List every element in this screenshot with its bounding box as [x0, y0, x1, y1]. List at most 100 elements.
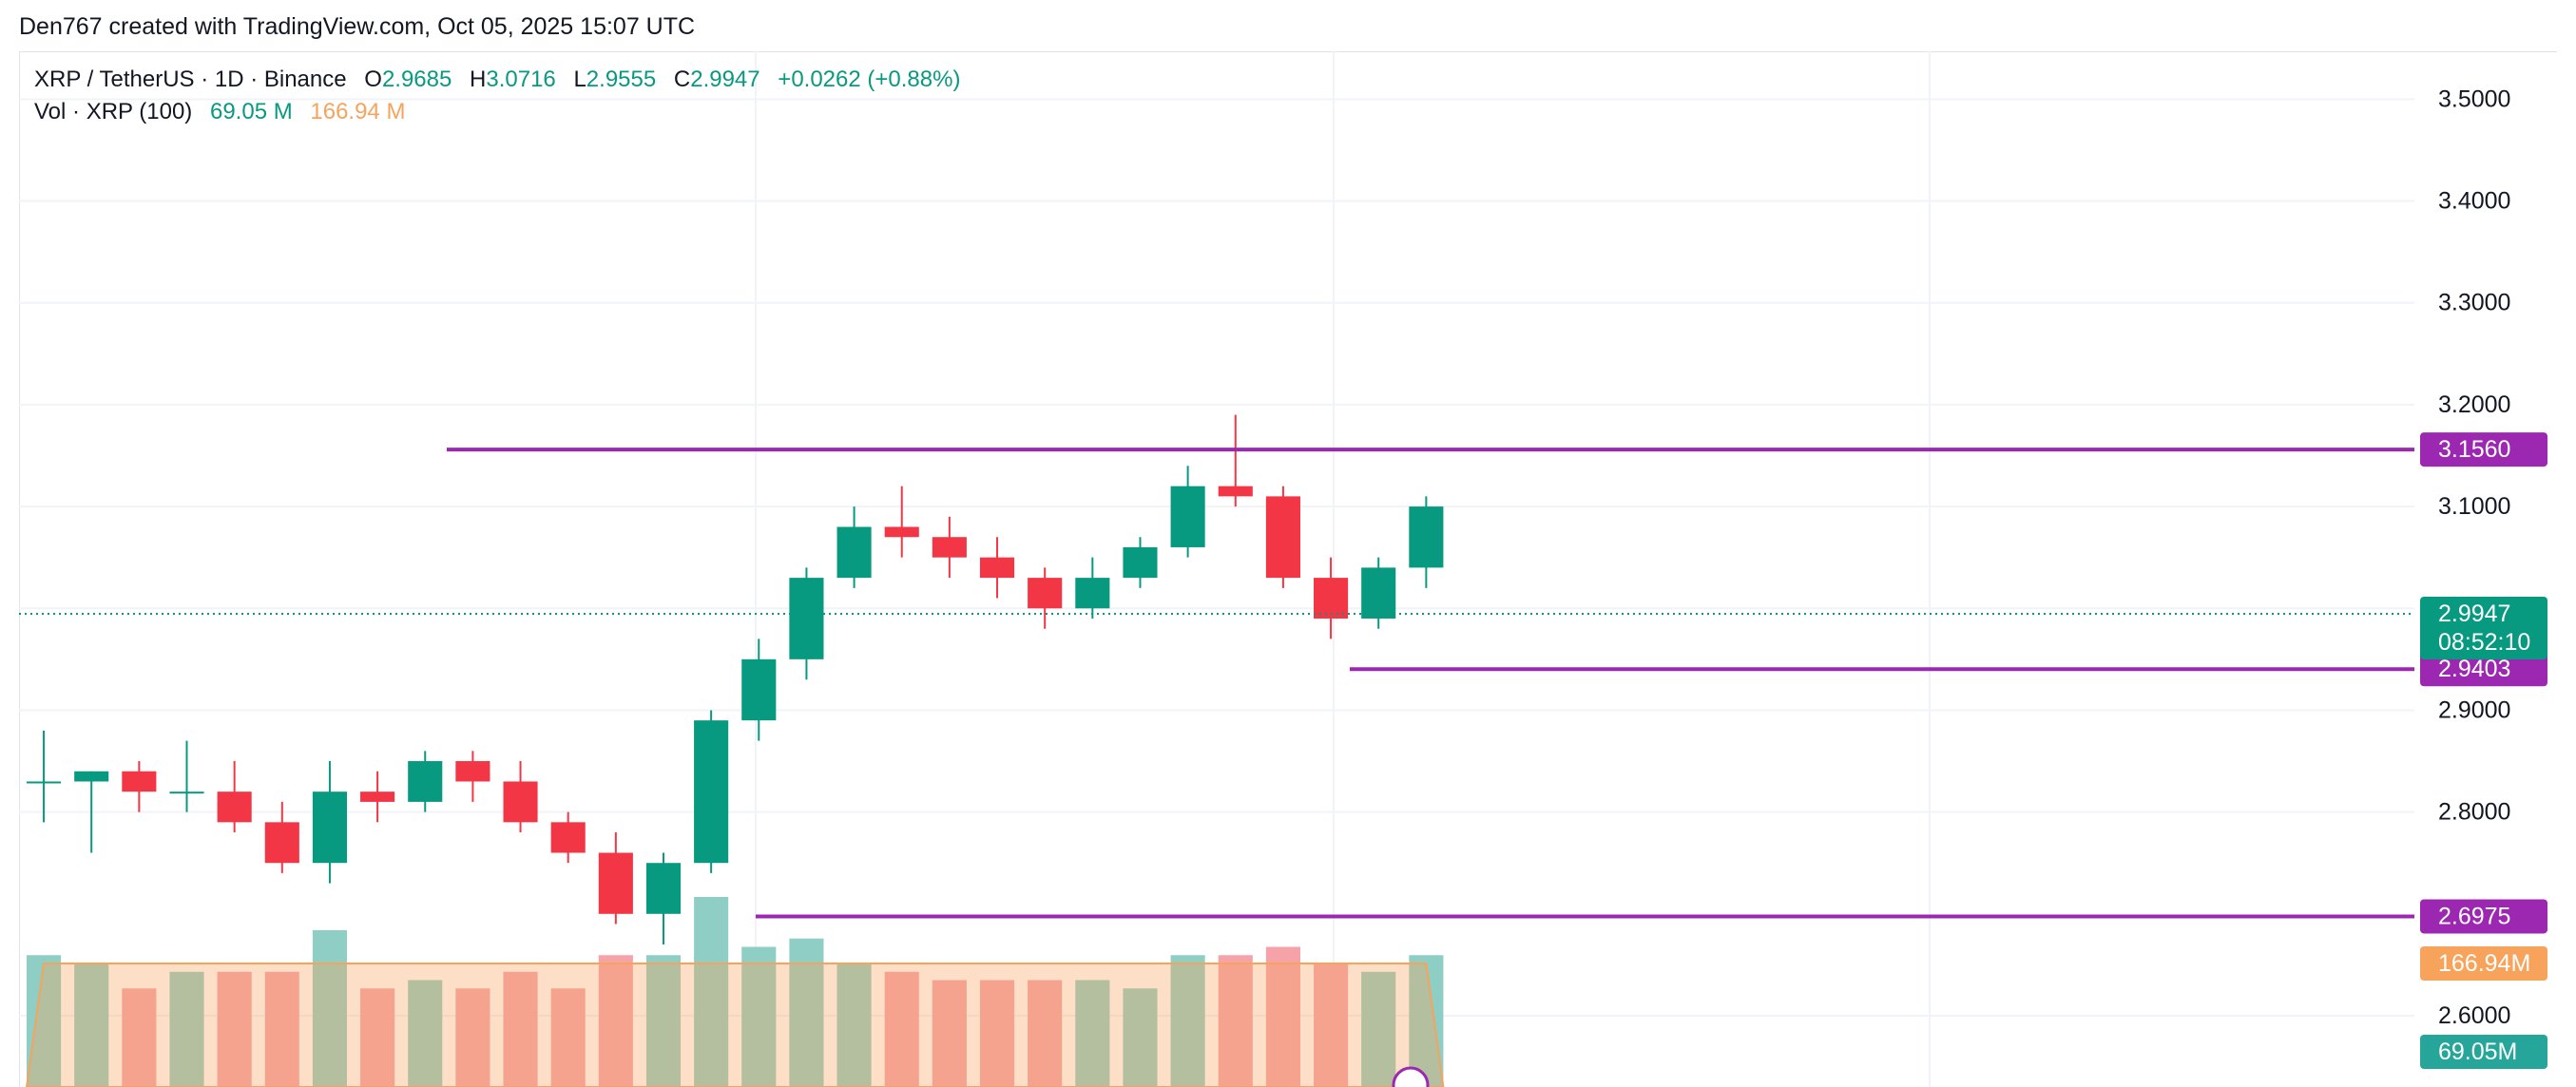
candle-body [1361, 567, 1396, 619]
candle-body [122, 771, 157, 792]
candle-body [1075, 578, 1110, 609]
open-label: O [364, 67, 382, 92]
candle-body [217, 791, 252, 823]
volume-legend[interactable]: Vol · XRP (100) 69.05 M 166.94 M [34, 99, 405, 125]
candle-body [264, 822, 299, 864]
replay-icon[interactable] [1392, 1066, 1430, 1087]
volume-bar [1123, 988, 1158, 1087]
volume-bar [27, 955, 62, 1087]
y-tick-label: 2.9000 [2438, 696, 2510, 723]
volume-ma-value: 166.94 M [310, 99, 406, 124]
candle-body [645, 863, 682, 914]
open-value: 2.9685 [381, 67, 452, 92]
volume-bar [408, 980, 443, 1087]
volume-bar [122, 988, 157, 1087]
close-label: C [673, 67, 691, 92]
candle-body [1314, 578, 1349, 619]
candle-body [312, 791, 347, 864]
volume-bar [741, 946, 777, 1087]
candle-body [550, 822, 586, 853]
candle-body [408, 761, 443, 802]
close-value: 2.9947 [690, 67, 760, 92]
volume-bar [1218, 955, 1253, 1087]
level-badge-text: 2.6975 [2438, 903, 2510, 929]
high-label: H [470, 67, 487, 92]
y-tick-label: 2.6000 [2438, 1002, 2510, 1029]
change-value: +0.0262 (+0.88%) [778, 67, 961, 92]
volume-bar [169, 971, 204, 1087]
volume-bar [74, 963, 109, 1087]
symbol-name: XRP / TetherUS · 1D · Binance [34, 67, 347, 92]
last-price-badge-text: 2.9947 [2438, 601, 2510, 627]
volume-ma-area [25, 963, 1445, 1087]
volume-bar [598, 955, 633, 1087]
high-value: 3.0716 [486, 67, 556, 92]
candle-body [741, 658, 777, 721]
volume-bar [550, 988, 586, 1087]
candle-body [1028, 578, 1063, 609]
candle-body [789, 578, 824, 659]
candle-body [1218, 486, 1253, 497]
candle-body [503, 781, 538, 823]
y-tick-label: 3.5000 [2438, 86, 2510, 112]
volume-ma-badge [2420, 946, 2547, 981]
low-label: L [573, 67, 586, 92]
volume-bar [1170, 955, 1205, 1087]
volume-badge-text: 69.05M [2438, 1039, 2517, 1065]
chart-frame [19, 51, 2557, 1087]
volume-bar [360, 988, 395, 1087]
candle-body [1409, 506, 1444, 568]
candle-body [598, 852, 633, 914]
level-badge-text: 2.9403 [2438, 656, 2510, 682]
volume-bar [1409, 955, 1444, 1087]
volume-badge [2420, 1035, 2547, 1069]
last-price-badge [2420, 596, 2547, 659]
grid [19, 51, 2414, 1087]
level-badge [2420, 432, 2547, 467]
volume-pane [25, 897, 1445, 1087]
volume-ma-badge-text: 166.94M [2438, 950, 2530, 977]
level-badge [2420, 652, 2547, 687]
candle-body [884, 526, 919, 538]
volume-bar [312, 930, 347, 1087]
candle-body [27, 781, 62, 784]
candle-body [1265, 496, 1300, 579]
symbol-legend[interactable]: XRP / TetherUS · 1D · Binance O2.9685 H3… [34, 67, 960, 93]
level-badge [2420, 899, 2547, 934]
candle-body [169, 791, 204, 794]
candle-body [694, 720, 729, 864]
volume-bar [1028, 980, 1063, 1087]
volume-bar [1265, 946, 1300, 1087]
candle-body [979, 557, 1015, 579]
volume-bar [694, 897, 729, 1087]
volume-bar [1314, 963, 1349, 1087]
volume-bar [503, 971, 538, 1087]
chart-credit: Den767 created with TradingView.com, Oct… [19, 13, 696, 40]
volume-bar [932, 980, 967, 1087]
level-lines [19, 448, 2414, 919]
price-axis: 2.60002.80002.90003.00003.10003.20003.30… [2438, 86, 2510, 1029]
low-value: 2.9555 [586, 67, 657, 92]
candles [27, 414, 1444, 944]
volume-bar [217, 971, 252, 1087]
volume-bar [1075, 980, 1110, 1087]
y-tick-label: 2.8000 [2438, 799, 2510, 826]
volume-bar [1361, 971, 1396, 1087]
y-tick-label: 3.4000 [2438, 188, 2510, 215]
volume-label: Vol · XRP (100) [34, 99, 193, 124]
y-tick-label: 3.1000 [2438, 493, 2510, 520]
volume-bar [884, 971, 919, 1087]
candle-body [932, 537, 967, 558]
candle-body [360, 791, 395, 802]
volume-value: 69.05 M [209, 99, 293, 124]
candle-body [74, 771, 109, 782]
level-badge-text: 3.1560 [2438, 436, 2510, 463]
y-tick-label: 3.2000 [2438, 391, 2510, 418]
y-tick-label: 3.3000 [2438, 290, 2510, 316]
candle-body [1123, 546, 1158, 579]
candle-body [1170, 486, 1205, 547]
candle-body [455, 761, 490, 782]
candle-body [836, 526, 872, 579]
